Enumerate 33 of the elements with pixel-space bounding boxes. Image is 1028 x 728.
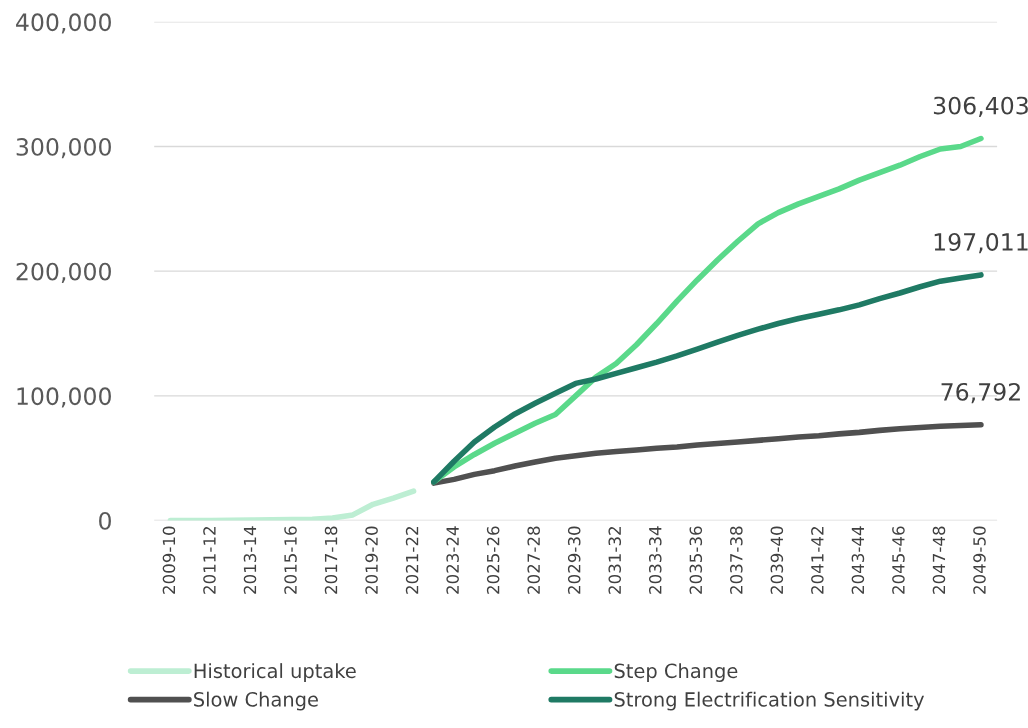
y-tick-label: 400,000 — [16, 13, 111, 34]
x-tick-label: 2027-28 — [527, 526, 540, 594]
x-tick-label: 2033-34 — [648, 526, 662, 594]
data-label: 306,403 — [933, 96, 1028, 117]
y-tick-label: 0 — [99, 511, 111, 530]
data-label: 76,792 — [941, 382, 1020, 404]
x-tick-label: 2009-10 — [162, 526, 176, 594]
x-tick-label: 2031-32 — [608, 527, 622, 594]
x-tick-label: 2035-36 — [689, 526, 703, 594]
legend-label: Historical uptake — [194, 663, 356, 682]
x-tick-label: 2029-30 — [567, 526, 581, 594]
y-tick-label: 300,000 — [16, 137, 111, 159]
y-tick-label: 200,000 — [16, 262, 111, 283]
legend-label: Strong Electrification Sensitivity — [614, 691, 925, 711]
x-tick-label: 2019-20 — [365, 526, 378, 594]
x-tick-label: 2021-22 — [405, 527, 419, 594]
x-tick-label: 2025-26 — [486, 526, 500, 594]
x-tick-label: 2013-14 — [243, 526, 257, 594]
x-tick-label: 2047-48 — [932, 526, 946, 594]
x-tick-label: 2043-44 — [851, 526, 865, 594]
x-tick-label: 2039-40 — [770, 526, 784, 594]
legend-label: Step Change — [614, 663, 738, 682]
x-tick-label: 2015-16 — [284, 526, 297, 594]
legend-label: Slow Change — [194, 691, 318, 711]
x-tick-label: 2045-46 — [892, 526, 905, 594]
data-label: 197,011 — [934, 233, 1028, 254]
x-tick-label: 2011-12 — [203, 527, 216, 594]
x-tick-label: 2023-24 — [446, 526, 459, 594]
x-tick-label: 2041-42 — [811, 527, 824, 594]
x-tick-label: 2037-38 — [730, 526, 743, 594]
x-tick-label: 2017-18 — [324, 526, 338, 594]
y-tick-label: 100,000 — [17, 387, 111, 408]
x-tick-label: 2049-50 — [973, 526, 986, 594]
